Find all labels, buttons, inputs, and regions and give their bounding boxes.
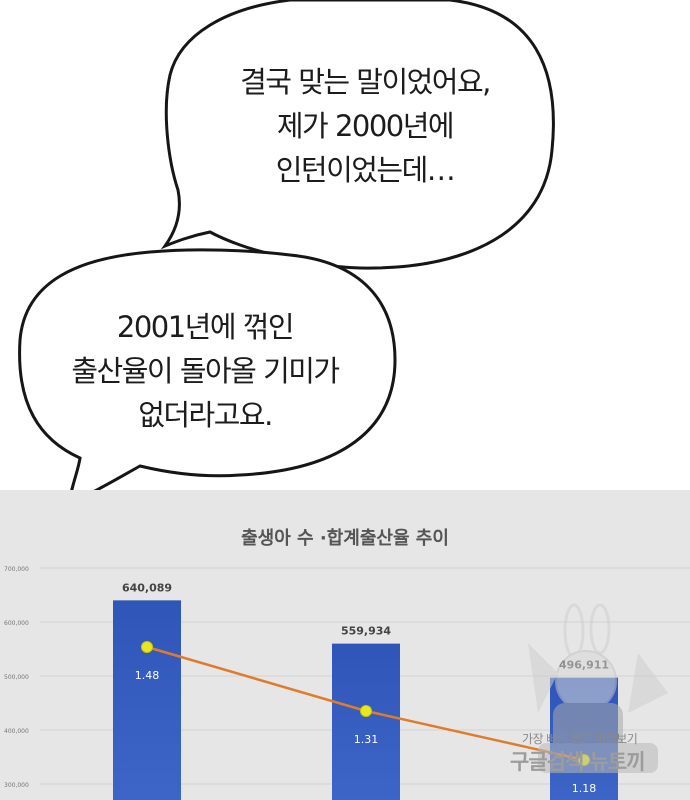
y-tick-label: 500,000	[4, 674, 29, 681]
rate-marker	[141, 641, 153, 653]
bar	[332, 643, 400, 800]
chart-panel: 700,000 600,000 500,000 400,000 300,000 640,…	[0, 490, 690, 800]
bubble-line: 인턴이었는데…	[275, 153, 456, 187]
speech-bubble-bottom-text: 2001년에 꺾인 출산율이 돌아올 기미가 없더라고요.	[25, 305, 385, 437]
y-tick-label: 600,000	[4, 620, 29, 627]
watermark-text-small: 가장 빠른 웹툰 미리보기	[522, 732, 638, 746]
rate-data-label: 1.18	[572, 782, 597, 795]
bubble-line: 결국 맞는 말이었어요,	[240, 65, 491, 99]
bubble-line: 2001년에 꺾인	[116, 310, 295, 344]
bubble-line: 없더라고요.	[138, 398, 273, 432]
y-tick-label: 300,000	[4, 782, 29, 789]
bubble-line: 출산율이 돌아올 기미가	[71, 354, 340, 388]
y-tick-label: 700,000	[4, 566, 29, 573]
rate-data-label: 1.31	[354, 733, 379, 746]
watermark-text-large: 구글검색 뉴토끼	[510, 750, 646, 774]
y-tick-label: 400,000	[4, 728, 29, 735]
chart-title: 출생아 수 ·합계출산율 추이	[241, 528, 449, 549]
rate-marker	[360, 705, 372, 717]
speech-bubble-top-text: 결국 맞는 말이었어요, 제가 2000년에 인턴이었는데…	[195, 60, 535, 192]
speech-bubble-top	[160, 0, 555, 270]
bar	[113, 600, 181, 800]
bar-data-label: 640,089	[122, 581, 172, 594]
speech-bubbles	[18, 0, 555, 500]
speech-bubble-bottom	[18, 248, 397, 500]
bubble-line: 제가 2000년에	[276, 109, 455, 143]
rate-data-label: 1.48	[135, 669, 160, 682]
bar-data-label: 559,934	[341, 625, 391, 638]
bar-line-chart: 700,000 600,000 500,000 400,000 300,000 640,…	[4, 566, 690, 800]
bunny-watermark-icon	[528, 603, 668, 773]
